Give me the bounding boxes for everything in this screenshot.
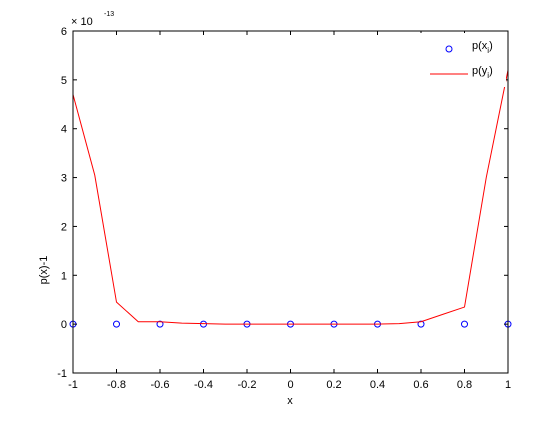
y-tick-label: 3 [61,173,67,185]
legend-marker-px [445,45,453,53]
legend-label-py: p(yi) [472,65,493,80]
exponent-power: -13 [104,11,114,18]
legend-label-px-sub: i [487,46,489,55]
x-tick-label: -0.8 [107,379,126,391]
plot-frame [72,30,509,374]
y-tick-label: 2 [61,221,67,233]
exponent-base: × 10 [71,16,93,28]
tick-labels: -1 -0.8 -0.6 -0.4 -0.2 0 0.2 0.4 0.6 0.8 1 -1 0 1 2 3 4 5… [57,26,511,391]
legend-label-px-close: ) [489,40,493,52]
y-tick-label: -1 [57,368,67,380]
legend-label-px: p(xi) [472,40,493,55]
legend-label-py-close: ) [489,65,493,77]
x-tick-label: 0.6 [413,379,428,391]
legend: p(xi) p(yi) [420,33,506,87]
series-line-py [72,69,509,325]
x-axis-label: x [287,395,293,407]
x-tick-label: 0.4 [370,379,385,391]
y-tick-label: 5 [61,75,67,87]
x-tick-label: 0 [287,379,293,391]
y-tick-label: 4 [61,124,67,136]
data-point-px [417,320,425,328]
y-tick-label: 0 [61,319,67,331]
x-tick-label: -0.2 [238,379,257,391]
data-point-px [156,320,164,328]
x-tick-label: 1 [505,379,511,391]
y-axis-label: p(x)-1 [38,256,50,285]
x-tick-label: 0.2 [326,379,341,391]
x-tick-label: -0.6 [151,379,170,391]
x-tick-label: 0.8 [457,379,472,391]
data-point-px [113,320,120,328]
legend-label-px-main: p(x [472,40,488,52]
legend-box [420,33,506,87]
y-tick-label: 6 [61,26,67,38]
plot-area [73,31,508,373]
x-tick-label: -0.4 [194,379,213,391]
y-tick-label: 1 [61,270,67,282]
legend-label-py-sub: i [487,71,489,80]
data-point-px [461,320,468,328]
legend-label-py-main: p(y [472,65,488,77]
x-tick-label: -1 [68,379,78,391]
